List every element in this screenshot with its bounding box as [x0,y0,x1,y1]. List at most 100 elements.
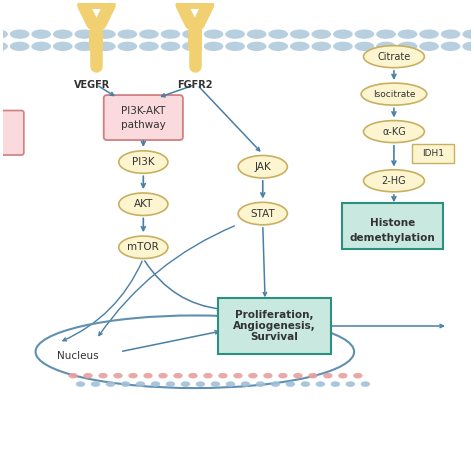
Ellipse shape [268,29,288,39]
Ellipse shape [151,381,160,387]
Text: Isocitrate: Isocitrate [373,90,415,99]
Text: pathway: pathway [121,119,166,129]
Ellipse shape [139,29,159,39]
Ellipse shape [293,373,302,378]
Ellipse shape [91,381,100,387]
Ellipse shape [333,29,353,39]
Ellipse shape [346,381,355,387]
Text: STAT: STAT [250,209,275,219]
Ellipse shape [121,381,130,387]
Ellipse shape [364,46,424,68]
Text: Angiogenesis,: Angiogenesis, [233,321,316,331]
Text: Nucleus: Nucleus [57,351,99,362]
Ellipse shape [278,373,288,378]
Ellipse shape [247,42,266,51]
Ellipse shape [158,373,168,378]
Ellipse shape [136,381,145,387]
Ellipse shape [118,42,137,51]
Text: mTOR: mTOR [128,242,159,252]
Ellipse shape [301,381,310,387]
Text: Citrate: Citrate [377,52,410,62]
Ellipse shape [0,42,8,51]
Text: VEGFR: VEGFR [73,80,110,90]
Ellipse shape [76,381,85,387]
Ellipse shape [271,381,280,387]
Ellipse shape [333,42,353,51]
Ellipse shape [462,29,474,39]
Text: IDH1: IDH1 [422,149,444,158]
Ellipse shape [331,381,340,387]
Ellipse shape [361,381,370,387]
Ellipse shape [182,42,202,51]
Ellipse shape [139,42,159,51]
Ellipse shape [241,381,250,387]
Ellipse shape [248,373,257,378]
Ellipse shape [161,29,180,39]
Ellipse shape [398,42,417,51]
Ellipse shape [118,193,168,216]
Ellipse shape [364,170,424,192]
Ellipse shape [118,29,137,39]
FancyBboxPatch shape [342,203,443,249]
Ellipse shape [225,42,245,51]
Ellipse shape [196,381,205,387]
Ellipse shape [441,42,460,51]
Text: Histone: Histone [370,219,415,228]
Text: PI3K: PI3K [132,157,155,167]
Ellipse shape [203,373,213,378]
Ellipse shape [68,373,78,378]
Ellipse shape [419,42,439,51]
Ellipse shape [286,381,295,387]
Ellipse shape [10,29,29,39]
Ellipse shape [118,236,168,258]
Ellipse shape [355,42,374,51]
Ellipse shape [128,373,137,378]
Ellipse shape [398,29,417,39]
Ellipse shape [263,373,273,378]
Ellipse shape [419,29,439,39]
Ellipse shape [364,120,424,143]
Ellipse shape [323,373,333,378]
Ellipse shape [173,373,182,378]
Ellipse shape [166,381,175,387]
Text: JAK: JAK [255,162,271,172]
Ellipse shape [10,42,29,51]
Ellipse shape [238,202,287,225]
Ellipse shape [181,381,190,387]
Ellipse shape [238,155,287,178]
Ellipse shape [311,42,331,51]
Ellipse shape [188,373,198,378]
Ellipse shape [74,42,94,51]
Ellipse shape [256,381,265,387]
Ellipse shape [316,381,325,387]
Ellipse shape [106,381,115,387]
Ellipse shape [462,42,474,51]
Text: Proliferation,: Proliferation, [235,310,314,320]
Text: AKT: AKT [134,199,153,209]
Ellipse shape [83,373,93,378]
Ellipse shape [96,29,116,39]
Ellipse shape [143,373,153,378]
Ellipse shape [31,42,51,51]
Ellipse shape [31,29,51,39]
Ellipse shape [204,29,223,39]
Ellipse shape [182,29,202,39]
Ellipse shape [268,42,288,51]
Ellipse shape [308,373,318,378]
Ellipse shape [233,373,243,378]
Ellipse shape [204,42,223,51]
Ellipse shape [441,29,460,39]
Text: α-KG: α-KG [382,127,406,137]
Ellipse shape [113,373,123,378]
Ellipse shape [376,42,396,51]
Ellipse shape [53,42,73,51]
Text: demethylation: demethylation [350,233,436,243]
Text: Survival: Survival [251,332,299,342]
Ellipse shape [353,373,363,378]
Ellipse shape [96,42,116,51]
Ellipse shape [74,29,94,39]
Ellipse shape [0,29,8,39]
FancyBboxPatch shape [0,110,24,155]
Ellipse shape [311,29,331,39]
Text: PI3K-AKT: PI3K-AKT [121,107,165,117]
